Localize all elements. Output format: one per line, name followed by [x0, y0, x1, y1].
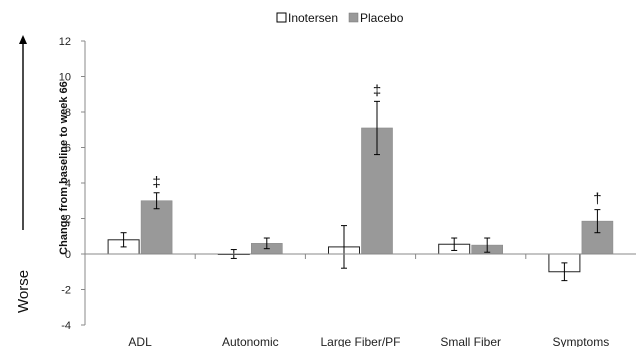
significance-marker: †	[593, 191, 601, 208]
bar-placebo	[140, 200, 173, 255]
x-tick-label: Small Fiber	[440, 335, 501, 347]
x-tick-label: ADL	[128, 335, 152, 347]
y-axis-title: Change from baseline to week 66	[58, 81, 70, 255]
y-axis: -4 -2 0 2 4 6 8 10 12	[59, 36, 86, 332]
y-tick-label: 0	[65, 249, 71, 261]
legend-swatch-placebo	[348, 12, 359, 23]
x-tick-label: Large Fiber/PF	[320, 335, 400, 347]
x-tick-label: Autonomic	[222, 335, 279, 347]
legend: Inotersen Placebo	[276, 11, 404, 25]
y-tick-label: 2	[65, 214, 71, 226]
worse-label: Worse	[15, 270, 32, 313]
y-tick-label: 8	[65, 107, 71, 119]
legend-swatch-inotersen	[276, 12, 287, 23]
y-tick-label: 4	[65, 178, 71, 190]
y-tick-label: 10	[59, 72, 71, 84]
significance-marker: ‡	[152, 174, 160, 191]
x-tick-label: Symptoms	[553, 335, 610, 347]
legend-label-placebo: Placebo	[360, 11, 404, 25]
y-tick-label: 6	[65, 143, 71, 155]
significance-marker: ‡	[373, 82, 381, 99]
legend-label-inotersen: Inotersen	[288, 11, 338, 25]
bars: ‡ ‡ †	[107, 82, 614, 282]
y-tick-label: 12	[59, 36, 71, 48]
y-tick-label: -4	[61, 320, 71, 332]
worse-arrow-head	[19, 35, 27, 44]
x-axis: ADL Autonomic Large Fiber/PF Small Fiber Sym…	[85, 253, 636, 347]
worse-indicator: Worse	[15, 35, 32, 313]
y-tick-label: -2	[61, 285, 71, 297]
